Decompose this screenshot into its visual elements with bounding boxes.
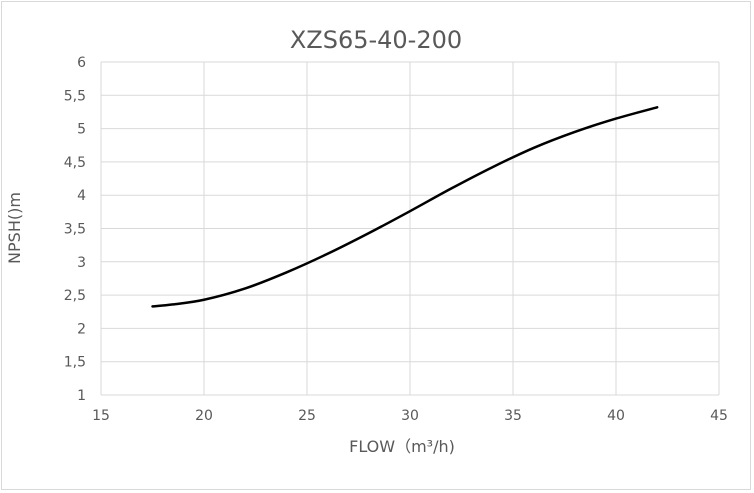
- y-tick-label: 6: [77, 55, 86, 71]
- x-tick-label: 15: [92, 408, 110, 424]
- y-tick-label: 2,5: [64, 288, 86, 304]
- x-tick-label: 30: [401, 408, 419, 424]
- y-tick-label: 1: [77, 388, 86, 404]
- x-tick-label: 25: [298, 408, 316, 424]
- x-tick-label: 40: [607, 408, 625, 424]
- y-tick-label: 1,5: [64, 355, 86, 371]
- y-tick-label: 3,5: [64, 222, 86, 238]
- y-axis-title: NPSH()m: [5, 192, 24, 264]
- gridlines: [100, 61, 720, 396]
- chart-title: XZS65-40-200: [290, 26, 462, 54]
- y-tick-labels: 1 1,5 2 2,5 3 3,5 4 4,5 5 5,5 6: [64, 55, 86, 404]
- y-tick-label: 5,5: [64, 88, 86, 104]
- series-line: [151, 106, 659, 308]
- x-tick-label: 45: [710, 408, 728, 424]
- y-tick-label: 4,5: [64, 155, 86, 171]
- y-tick-label: 5: [77, 122, 86, 138]
- y-tick-label: 3: [77, 255, 86, 271]
- series-layer: [151, 106, 659, 308]
- x-axis-title: FLOW（m³/h): [349, 437, 455, 456]
- y-tick-label: 4: [77, 188, 86, 204]
- x-tick-label: 20: [195, 408, 213, 424]
- y-tick-label: 2: [77, 321, 86, 337]
- x-tick-labels: 15 20 25 30 35 40 45: [92, 408, 728, 424]
- x-tick-label: 35: [504, 408, 522, 424]
